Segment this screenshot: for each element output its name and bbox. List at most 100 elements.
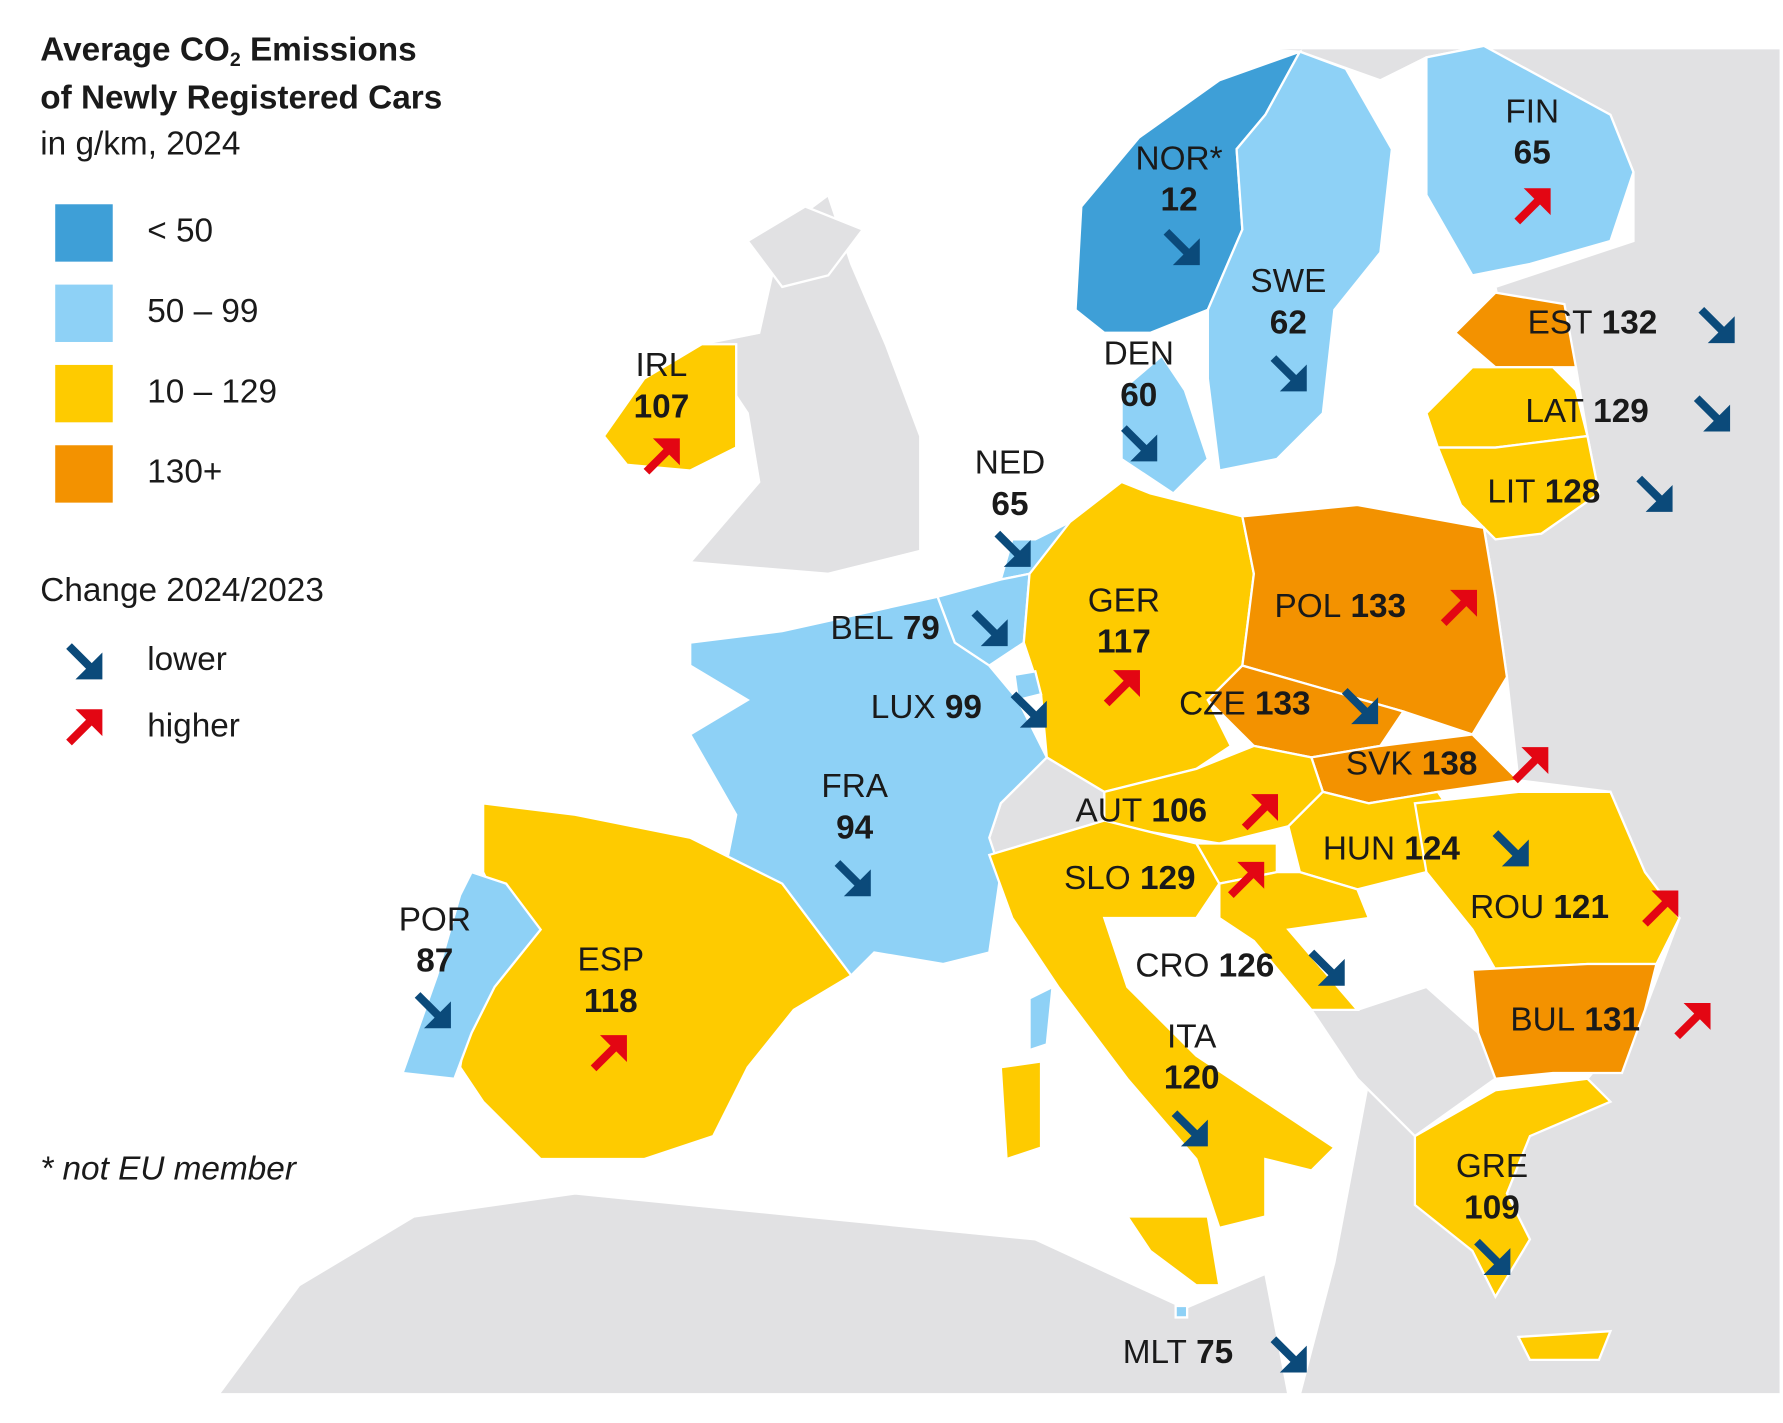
title-subscript: 2 — [230, 49, 241, 71]
country-shape — [999, 1060, 1043, 1161]
trend-arrow — [1642, 890, 1679, 927]
arrow-head — [1683, 1002, 1711, 1030]
arrow-head — [1483, 1248, 1511, 1275]
trend-arrow — [1171, 1110, 1208, 1147]
arrow-head — [1521, 747, 1549, 774]
country-code: POL — [1275, 588, 1342, 625]
arrow-head — [1237, 861, 1265, 889]
country-code: IRL — [635, 347, 687, 384]
country-label: CZE 133 — [1179, 686, 1311, 723]
country-label: LUX 99 — [871, 689, 982, 726]
arrow-head — [1172, 238, 1200, 266]
country-shape — [987, 819, 1337, 1230]
country-shape — [688, 595, 1049, 977]
country-code: LUX — [871, 689, 936, 726]
trend-arrow — [1227, 861, 1265, 898]
countries — [401, 44, 1681, 1362]
country-value: 12 — [1161, 182, 1198, 219]
country-code: LAT — [1525, 393, 1584, 430]
country-code: SWE — [1250, 263, 1326, 300]
title: Average CO2 Emissions — [40, 31, 416, 71]
legend-swatch — [55, 284, 113, 342]
trend-arrow — [590, 1035, 627, 1072]
trend-arrow — [1163, 228, 1200, 266]
country-value: 120 — [1164, 1060, 1220, 1097]
trend-arrow — [994, 530, 1031, 567]
country-shape — [1028, 984, 1054, 1052]
country-value: 124 — [1404, 830, 1460, 867]
country-shape — [1471, 962, 1658, 1080]
country-value: 129 — [1593, 393, 1649, 430]
country-code: SVK — [1346, 745, 1413, 782]
country-shape — [1174, 1304, 1189, 1319]
country-code: CRO — [1135, 947, 1209, 984]
country-label: HUN 124 — [1323, 830, 1461, 867]
country-code: EST — [1528, 305, 1593, 342]
arrow-head — [1113, 670, 1140, 698]
country-label: AUT 106 — [1076, 792, 1208, 829]
country-code: MLT — [1123, 1334, 1187, 1371]
country-shape — [1436, 434, 1601, 541]
arrow-head — [1523, 188, 1551, 216]
change-title: Change 2024/2023 — [40, 572, 324, 609]
trend-arrow — [66, 643, 103, 680]
country-label: LAT 129 — [1525, 393, 1648, 430]
country-label: ROU 121 — [1470, 889, 1609, 926]
country-value: 129 — [1140, 860, 1196, 897]
trend-arrow — [414, 992, 451, 1029]
country-code: NED — [975, 445, 1045, 482]
country-code: SLO — [1064, 860, 1131, 897]
country-value: 107 — [634, 388, 690, 425]
country-code: POR — [399, 901, 471, 938]
footnote: * not EU member — [40, 1150, 298, 1187]
trend-arrow — [1492, 830, 1529, 867]
trend-arrow — [1693, 395, 1731, 432]
country-code: NOR* — [1136, 140, 1223, 177]
country-value: 138 — [1422, 745, 1478, 782]
arrow-head — [1180, 1119, 1208, 1147]
legend-label: 130+ — [147, 454, 222, 491]
country-code: GER — [1088, 582, 1160, 619]
country-shape — [1218, 871, 1371, 1012]
trend-arrow — [1103, 670, 1140, 707]
arrow-head — [75, 652, 103, 680]
trend-arrow — [1341, 688, 1379, 725]
country-value: 99 — [945, 689, 982, 726]
arrow-head — [652, 438, 680, 466]
legend-label: < 50 — [147, 213, 213, 250]
arrow-head — [1279, 364, 1307, 392]
country-value: 132 — [1602, 305, 1658, 342]
legend: < 50 50 – 99 10 – 129 130+ lower higher — [55, 204, 277, 746]
trend-arrow — [1440, 589, 1478, 626]
arrow-head — [423, 1001, 451, 1029]
country-value: 94 — [836, 810, 874, 847]
country-shape — [1013, 670, 1043, 702]
arrow-head — [1450, 589, 1478, 617]
arrow-head — [1651, 890, 1679, 918]
trend-arrow — [1514, 188, 1551, 225]
arrow-head — [1645, 484, 1673, 512]
country-shape — [602, 343, 738, 472]
trend-arrow — [66, 709, 103, 746]
change-label: lower — [147, 641, 227, 678]
country-value: 60 — [1120, 377, 1157, 414]
arrow-head — [1501, 839, 1529, 867]
arrow-head — [599, 1035, 627, 1062]
country-value: 126 — [1219, 947, 1275, 984]
country-value: 79 — [903, 610, 940, 647]
country-code: BUL — [1510, 1001, 1575, 1038]
country-shape — [1206, 50, 1394, 472]
country-label: SLO 129 — [1064, 860, 1196, 897]
trend-arrow — [834, 860, 871, 897]
country-label: BEL 79 — [831, 610, 940, 647]
country-value: 133 — [1350, 588, 1406, 625]
country-code: CZE — [1179, 686, 1246, 723]
country-code: ESP — [577, 941, 644, 978]
country-label: BUL 131 — [1510, 1001, 1640, 1038]
arrow-head — [1130, 434, 1158, 462]
trend-arrow — [1674, 1002, 1711, 1040]
country-value: 128 — [1545, 473, 1601, 510]
country-code: LIT — [1487, 473, 1535, 510]
change-label: higher — [147, 707, 240, 744]
